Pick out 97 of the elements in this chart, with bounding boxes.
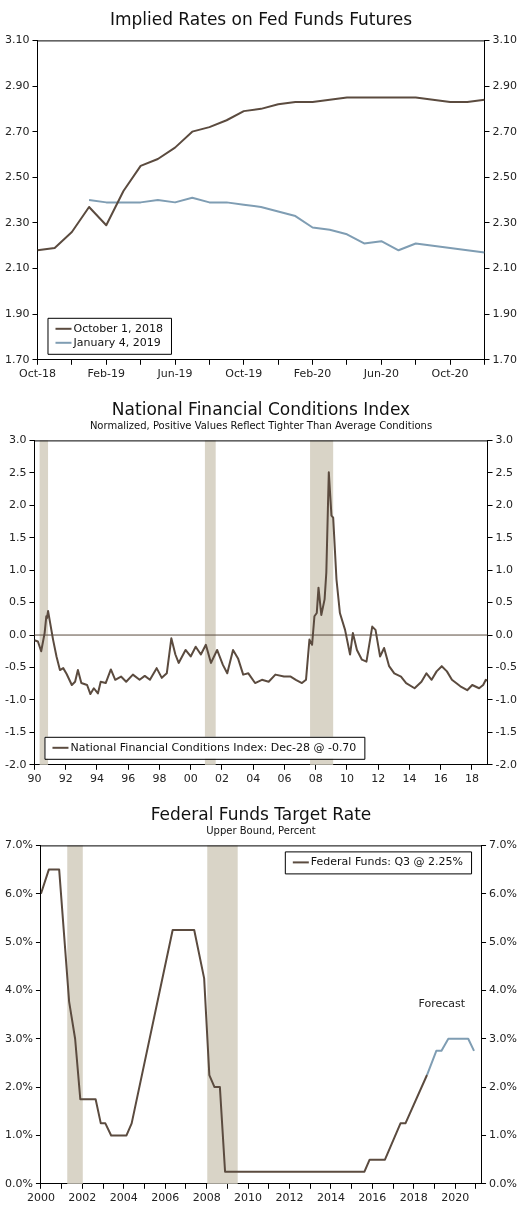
- x-tick-label: 2010: [234, 1191, 263, 1205]
- y2-tick-label: 1.0%: [489, 1128, 518, 1142]
- x-tick-label: 2012: [275, 1191, 304, 1205]
- y-tick-label: 1.70: [4, 352, 30, 366]
- y2-tick-label: 2.50: [492, 170, 518, 184]
- y-tick-label: 2.30: [4, 215, 30, 229]
- x-tick-label: Jun-20: [362, 367, 399, 381]
- x-tick-label: 00: [183, 772, 198, 786]
- x-tick-label: 2020: [441, 1191, 470, 1205]
- y-tick-label: 1.0: [8, 563, 27, 577]
- y-tick-label: 2.5: [8, 465, 27, 479]
- y-tick-label: 2.10: [4, 261, 30, 275]
- legend-label: Federal Funds: Q3 @ 2.25%: [310, 855, 464, 869]
- y2-tick-label: 1.90: [492, 307, 518, 321]
- y-tick-label: -2.0: [4, 757, 27, 771]
- y2-tick-label: -0.5: [495, 660, 518, 674]
- y-tick-label: 0.5: [8, 595, 27, 609]
- x-tick-label: Oct-19: [225, 367, 263, 381]
- x-tick-label: 10: [339, 772, 354, 786]
- y2-tick-label: 1.0: [495, 563, 514, 577]
- x-tick-label: 08: [308, 772, 323, 786]
- y-tick-label: 1.90: [4, 307, 30, 321]
- x-tick-label: Oct-20: [431, 367, 469, 381]
- x-tick-label: 04: [246, 772, 261, 786]
- y2-tick-label: 3.0: [495, 433, 514, 447]
- y2-tick-label: 2.90: [492, 78, 518, 92]
- x-tick-label: 16: [433, 772, 448, 786]
- y2-tick-label: 0.5: [495, 595, 514, 609]
- y-tick-label: 3.10: [4, 33, 30, 47]
- y-tick-label: 4.0%: [4, 983, 33, 997]
- x-tick-label: 14: [402, 772, 417, 786]
- y2-tick-label: 3.10: [492, 33, 518, 47]
- x-tick-label: 96: [121, 772, 136, 786]
- x-tick-label: Jun-19: [156, 367, 193, 381]
- chart-title: Implied Rates on Fed Funds Futures: [109, 8, 413, 29]
- chart-title: Federal Funds Target Rate: [150, 803, 372, 824]
- x-tick-label: 90: [27, 772, 42, 786]
- x-tick-label: 2000: [26, 1191, 55, 1205]
- y-tick-label: 6.0%: [4, 886, 33, 900]
- y2-tick-label: 7.0%: [489, 838, 518, 852]
- legend-label: January 4, 2019: [72, 335, 161, 349]
- y2-tick-label: 5.0%: [489, 934, 518, 948]
- x-tick-label: 12: [371, 772, 386, 786]
- y2-tick-label: 2.10: [492, 261, 518, 275]
- y-tick-label: 2.50: [4, 170, 30, 184]
- x-tick-label: 2008: [192, 1191, 221, 1205]
- x-tick-label: 98: [152, 772, 167, 786]
- y2-tick-label: 2.30: [492, 215, 518, 229]
- y2-tick-label: -2.0: [495, 757, 518, 771]
- y2-tick-label: 3.0%: [489, 1031, 518, 1045]
- y-tick-label: 2.90: [4, 78, 30, 92]
- y2-tick-label: 0.0: [495, 627, 514, 641]
- y2-tick-label: 1.5: [495, 530, 514, 544]
- x-tick-label: 92: [58, 772, 73, 786]
- chart-subtitle: Upper Bound, Percent: [206, 824, 316, 836]
- x-tick-label: 2018: [399, 1191, 428, 1205]
- annotation: Forecast: [418, 997, 466, 1011]
- x-tick-label: Feb-20: [293, 367, 332, 381]
- x-tick-label: 2014: [316, 1191, 345, 1205]
- y-tick-label: 5.0%: [4, 934, 33, 948]
- y-tick-label: 1.5: [8, 530, 27, 544]
- y-tick-label: -0.5: [4, 660, 27, 674]
- y-tick-label: -1.5: [4, 725, 27, 739]
- y-tick-label: 2.70: [4, 124, 30, 138]
- x-tick-label: 2004: [109, 1191, 138, 1205]
- y-tick-label: 2.0%: [4, 1079, 33, 1093]
- x-tick-label: 06: [277, 772, 292, 786]
- y-tick-label: 7.0%: [4, 838, 33, 852]
- x-tick-label: 02: [214, 772, 229, 786]
- y2-tick-label: 1.70: [492, 352, 518, 366]
- x-tick-label: 2002: [68, 1191, 97, 1205]
- y-tick-label: 3.0%: [4, 1031, 33, 1045]
- legend-label: October 1, 2018: [73, 321, 164, 335]
- y2-tick-label: 2.70: [492, 124, 518, 138]
- y2-tick-label: 2.0: [495, 498, 514, 512]
- y2-tick-label: -1.0: [495, 692, 518, 706]
- x-tick-label: 2006: [151, 1191, 180, 1205]
- y-tick-label: -1.0: [4, 692, 27, 706]
- y-tick-label: 2.0: [8, 498, 27, 512]
- x-tick-label: Oct-18: [18, 367, 56, 381]
- y-tick-label: 0.0%: [4, 1176, 33, 1190]
- chart-title: National Financial Conditions Index: [111, 398, 411, 419]
- y-tick-label: 3.0: [8, 433, 27, 447]
- y2-tick-label: 2.5: [495, 465, 514, 479]
- y-tick-label: 0.0: [8, 627, 27, 641]
- y2-tick-label: 0.0%: [489, 1176, 518, 1190]
- y-tick-label: 1.0%: [4, 1128, 33, 1142]
- x-tick-label: 2016: [358, 1191, 387, 1205]
- y2-tick-label: 6.0%: [489, 886, 518, 900]
- y2-tick-label: 4.0%: [489, 983, 518, 997]
- x-tick-label: 18: [464, 772, 479, 786]
- x-tick-label: Feb-19: [87, 367, 125, 381]
- x-tick-label: 94: [89, 772, 104, 786]
- y2-tick-label: 2.0%: [489, 1079, 518, 1093]
- legend-label: National Financial Conditions Index: Dec-28 @ -0.70: [70, 740, 357, 754]
- y2-tick-label: -1.5: [495, 725, 518, 739]
- chart-subtitle: Normalized, Positive Values Reflect Tighter Than Average Conditions: [89, 419, 433, 431]
